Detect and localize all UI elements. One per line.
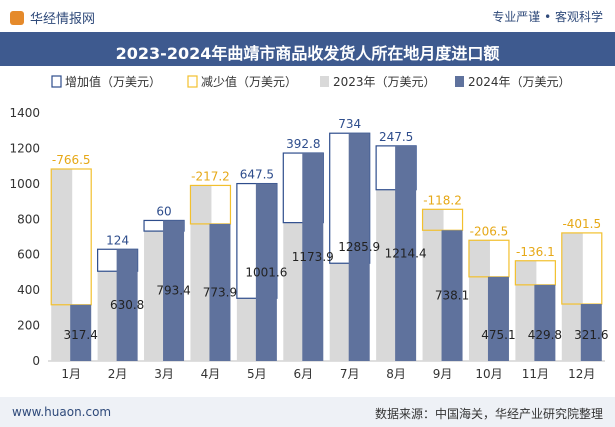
- y-tick-label: 1200: [9, 141, 40, 155]
- x-tick-label: 2月: [108, 367, 128, 381]
- legend-label: 2023年（万美元）: [333, 75, 436, 89]
- footer: [0, 397, 615, 427]
- bar-2024: [487, 276, 509, 361]
- data-labels: -766.5 317.4 124 630.8 60 793.4 -217.2 773.9 647…: [52, 117, 609, 342]
- bar-2023: [468, 240, 490, 361]
- change-label: -766.5: [52, 153, 91, 167]
- change-label: -118.2: [423, 193, 462, 207]
- bar-2024: [255, 183, 277, 361]
- decrease-outline: [50, 168, 92, 306]
- bar-2024: [534, 284, 556, 361]
- y-tick-label: 1400: [9, 106, 40, 120]
- change-label: -401.5: [562, 217, 601, 231]
- bar-2023: [329, 263, 351, 361]
- x-tick-label: 4月: [201, 367, 221, 381]
- top-bar: 华经情报网 专业严谨 • 客观科学: [0, 0, 615, 32]
- footer-website: www.huaon.com: [12, 405, 112, 419]
- bar-2024: [70, 304, 92, 361]
- value-label-2024: 1001.6: [245, 265, 287, 279]
- change-label: 124: [106, 233, 129, 247]
- legend-label: 减少值（万美元）: [201, 74, 297, 89]
- y-tick-label: 600: [17, 248, 40, 262]
- brand-logo-icon: [10, 11, 24, 25]
- legend-swatch: [51, 75, 62, 88]
- bar-2023: [97, 271, 119, 361]
- decrease-outline: [468, 239, 510, 278]
- bar-2024: [209, 223, 231, 361]
- value-label-2024: 773.9: [203, 285, 237, 299]
- change-label: 392.8: [286, 137, 320, 151]
- change-label: -206.5: [470, 224, 509, 238]
- legend-swatch: [320, 76, 329, 87]
- y-tick-label: 0: [32, 354, 40, 368]
- bar-2023: [51, 168, 73, 361]
- value-label-2024: 793.4: [156, 284, 190, 298]
- x-tick-label: 1月: [61, 367, 81, 381]
- legend-swatch: [187, 75, 198, 88]
- bar-2024: [348, 133, 370, 361]
- x-tick-label: 7月: [340, 367, 360, 381]
- change-label: 647.5: [240, 168, 274, 182]
- y-tick-label: 800: [17, 212, 40, 226]
- value-label-2024: 738.1: [435, 289, 469, 303]
- value-label-2024: 1285.9: [338, 240, 380, 254]
- bar-2023: [561, 232, 583, 361]
- footer-source: 数据来源：中国海关，华经产业研究院整理: [374, 407, 603, 421]
- bar-2023: [144, 231, 166, 361]
- legend-label: 增加值（万美元）: [65, 74, 161, 89]
- bar-2024: [395, 145, 417, 361]
- change-label: 734: [338, 117, 361, 131]
- bar-2024: [441, 230, 463, 361]
- value-label-2024: 429.8: [528, 328, 562, 342]
- value-label-2024: 317.4: [64, 328, 98, 342]
- x-tick-label: 5月: [247, 367, 267, 381]
- x-tick-label: 12月: [568, 367, 595, 381]
- legend-swatch: [455, 76, 464, 87]
- x-tick-label: 10月: [475, 367, 502, 381]
- bar-2023: [236, 298, 258, 361]
- slogan: 专业严谨 • 客观科学: [492, 10, 603, 24]
- bar-2023: [515, 260, 537, 361]
- change-label: 60: [156, 204, 171, 218]
- bar-2023: [190, 185, 212, 361]
- y-tick-label: 1000: [9, 177, 40, 191]
- legend-label: 2024年（万美元）: [468, 75, 571, 89]
- legend: 增加值（万美元） 减少值（万美元） 2023年（万美元） 2024年（万美元）: [51, 74, 571, 89]
- bar-2024: [163, 220, 185, 361]
- y-tick-label: 200: [17, 319, 40, 333]
- value-label-2024: 475.1: [481, 328, 515, 342]
- bar-2024: [302, 153, 324, 361]
- bar-2023: [422, 209, 444, 361]
- change-label: -217.2: [191, 169, 230, 183]
- decrease-outline: [514, 260, 556, 286]
- value-label-2024: 1173.9: [292, 250, 334, 264]
- x-tick-label: 9月: [433, 367, 453, 381]
- bar-2023: [283, 222, 305, 361]
- value-label-2024: 630.8: [110, 298, 144, 312]
- title-bar: [0, 32, 615, 66]
- brand: 华经情报网: [10, 8, 95, 27]
- x-tick-label: 8月: [386, 367, 406, 381]
- bar-2024: [116, 249, 138, 361]
- x-tick-label: 11月: [522, 367, 549, 381]
- bar-2023: [376, 189, 398, 361]
- x-axis: 1月 2月 3月 4月 5月 6月 7月 8月 9月 10月 11月 12月: [61, 367, 595, 381]
- change-label: 247.5: [379, 130, 413, 144]
- y-tick-label: 400: [17, 283, 40, 297]
- x-tick-label: 3月: [154, 367, 174, 381]
- brand-name: 华经情报网: [30, 12, 96, 27]
- chart: 增加值（万美元） 减少值（万美元） 2023年（万美元） 2024年（万美元） 0 20…: [9, 74, 609, 381]
- x-tick-label: 6月: [293, 367, 313, 381]
- value-label-2024: 1214.4: [385, 246, 427, 260]
- change-label: -136.1: [516, 245, 555, 259]
- chart-title: 2023-2024年曲靖市商品收发货人所在地月度进口额: [115, 44, 500, 63]
- bars: [50, 132, 603, 361]
- value-label-2024: 321.6: [574, 328, 608, 342]
- y-axis: 0 200 400 600 800 1000 1200 1400: [9, 106, 605, 368]
- bar-2024: [580, 304, 602, 361]
